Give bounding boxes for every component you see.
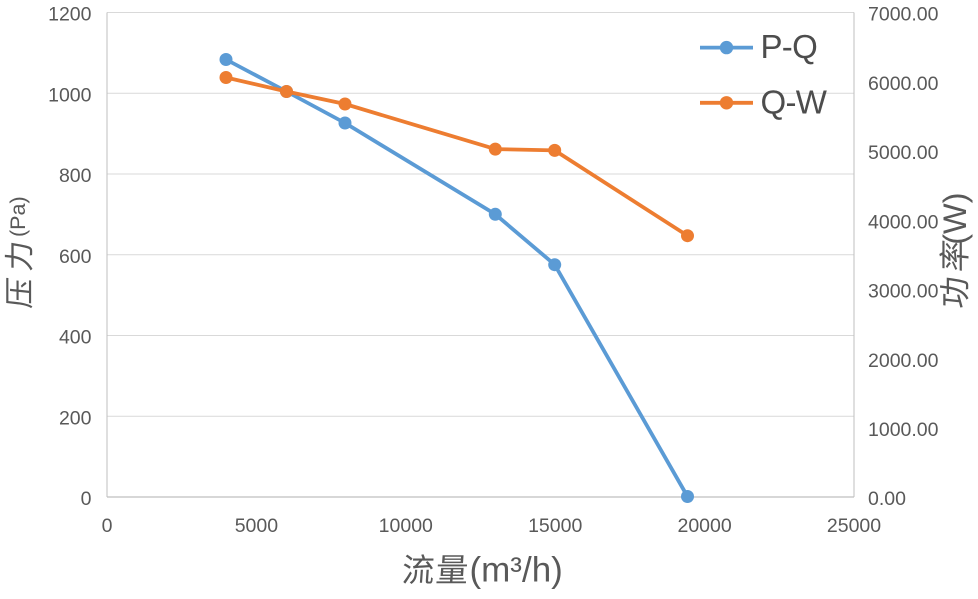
svg-text:10000: 10000	[379, 515, 433, 537]
svg-text:1000: 1000	[48, 85, 92, 107]
svg-text:0.00: 0.00	[868, 488, 906, 510]
svg-text:25000: 25000	[827, 515, 881, 537]
svg-text:(m³/h): (m³/h)	[470, 551, 563, 590]
svg-text:Q-W: Q-W	[761, 83, 828, 120]
svg-text:800: 800	[59, 165, 92, 187]
svg-text:1200: 1200	[48, 4, 92, 26]
svg-text:1000.00: 1000.00	[868, 419, 939, 441]
svg-text:5000.00: 5000.00	[868, 142, 939, 164]
svg-text:3000.00: 3000.00	[868, 281, 939, 303]
svg-text:2000.00: 2000.00	[868, 350, 939, 372]
svg-text:400: 400	[59, 327, 92, 349]
svg-text:200: 200	[59, 407, 92, 429]
svg-text:7000.00: 7000.00	[868, 4, 939, 26]
svg-text:20000: 20000	[677, 515, 731, 537]
svg-text:0: 0	[102, 515, 113, 537]
svg-text:600: 600	[59, 246, 92, 268]
svg-text:4000.00: 4000.00	[868, 211, 939, 233]
svg-text:15000: 15000	[528, 515, 582, 537]
svg-text:P-Q: P-Q	[761, 28, 818, 65]
svg-text:(W): (W)	[937, 192, 973, 244]
svg-text:6000.00: 6000.00	[868, 73, 939, 95]
svg-text:0: 0	[81, 488, 92, 510]
svg-text:(Pa): (Pa)	[6, 196, 30, 237]
svg-text:5000: 5000	[235, 515, 279, 537]
